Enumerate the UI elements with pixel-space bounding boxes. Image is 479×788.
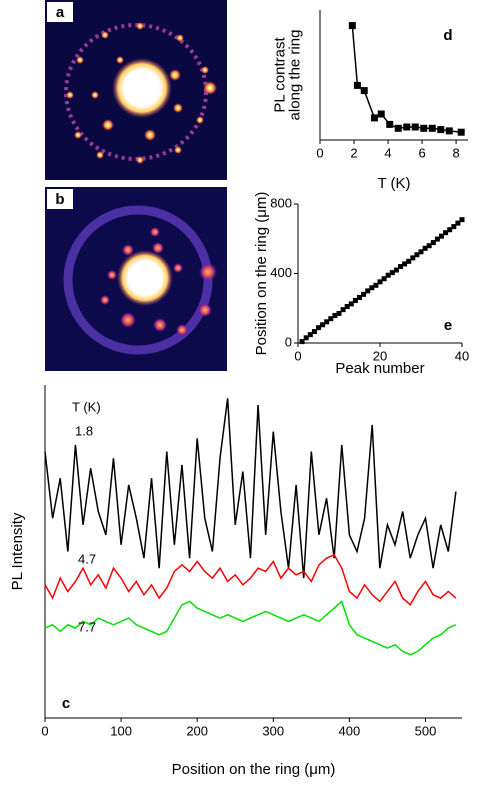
marker <box>394 124 402 132</box>
marker <box>381 276 387 282</box>
marker <box>443 230 449 236</box>
marker <box>373 282 379 288</box>
marker <box>426 243 432 249</box>
marker <box>389 270 395 276</box>
data-line <box>44 600 457 656</box>
data-line <box>44 398 457 579</box>
x-tick-label: 200 <box>186 723 208 738</box>
marker <box>377 279 383 285</box>
marker <box>369 285 375 291</box>
marker <box>365 288 371 294</box>
x-tick-label: 8 <box>452 145 459 160</box>
marker <box>434 236 440 242</box>
x-tick-label: 40 <box>455 348 469 363</box>
marker <box>457 128 465 136</box>
marker <box>430 240 436 246</box>
marker <box>328 316 334 322</box>
marker <box>324 319 330 325</box>
marker <box>299 339 305 345</box>
x-tick-label: 400 <box>339 723 361 738</box>
marker <box>361 291 367 297</box>
marker <box>428 124 436 132</box>
marker <box>455 220 461 226</box>
marker <box>370 114 378 122</box>
x-axis-label: Peak number <box>335 360 424 377</box>
marker <box>360 87 368 95</box>
x-tick-label: 4 <box>384 145 391 160</box>
marker <box>418 249 424 255</box>
marker <box>348 22 356 30</box>
marker <box>307 332 313 338</box>
y-tick-label: 800 <box>270 195 292 210</box>
panel-label: b <box>55 191 64 208</box>
series-label: 1.8 <box>75 423 93 438</box>
marker <box>445 127 453 135</box>
marker <box>439 233 444 239</box>
marker <box>411 123 419 131</box>
legend-title: T (K) <box>72 399 101 414</box>
x-tick-label: 500 <box>415 723 437 738</box>
marker <box>398 264 403 270</box>
image-b: b <box>45 187 227 371</box>
marker <box>403 123 411 131</box>
marker <box>377 110 385 118</box>
x-tick-label: 2 <box>350 145 357 160</box>
x-tick-label: 300 <box>262 723 284 738</box>
x-tick-label: 0 <box>41 723 48 738</box>
x-tick-label: 0 <box>316 145 323 160</box>
marker <box>332 313 338 319</box>
y-axis-label: along the ring <box>286 30 303 121</box>
x-tick-label: 100 <box>110 723 132 738</box>
marker <box>414 252 420 258</box>
marker <box>447 227 453 233</box>
marker <box>353 81 361 89</box>
marker <box>406 258 412 264</box>
image-a: a <box>45 0 227 180</box>
marker <box>420 124 428 132</box>
marker <box>348 301 354 307</box>
marker <box>410 255 416 261</box>
marker <box>385 272 391 278</box>
marker <box>386 120 394 128</box>
panel-label: e <box>444 317 452 334</box>
marker <box>422 245 428 251</box>
series-label: 4.7 <box>78 551 96 566</box>
marker <box>357 294 362 300</box>
marker <box>402 261 408 267</box>
marker <box>437 126 445 134</box>
y-axis-label: Position on the ring (μm) <box>253 192 270 356</box>
marker <box>393 267 399 273</box>
panel-label: a <box>56 4 65 21</box>
series-label: 7.7 <box>78 619 96 634</box>
y-tick-label: 400 <box>270 265 292 280</box>
marker <box>352 297 358 303</box>
x-axis-label: T (K) <box>377 175 410 192</box>
y-tick-label: 0 <box>285 334 292 349</box>
marker <box>311 329 317 335</box>
data-line <box>44 553 457 606</box>
x-tick-label: 0 <box>294 348 301 363</box>
marker <box>320 322 326 328</box>
marker <box>459 217 465 223</box>
marker <box>344 304 350 310</box>
x-axis-label: Position on the ring (μm) <box>172 761 336 778</box>
x-tick-label: 20 <box>373 348 387 363</box>
marker <box>316 325 321 331</box>
panel-label: d <box>443 27 452 44</box>
x-tick-label: 6 <box>418 145 425 160</box>
marker <box>303 335 309 341</box>
marker <box>451 224 457 230</box>
panel-label: c <box>62 695 70 712</box>
y-axis-label: PL Intensity <box>9 512 26 590</box>
marker <box>340 307 346 313</box>
y-axis-label: PL contrast <box>271 37 288 113</box>
marker <box>336 310 342 316</box>
